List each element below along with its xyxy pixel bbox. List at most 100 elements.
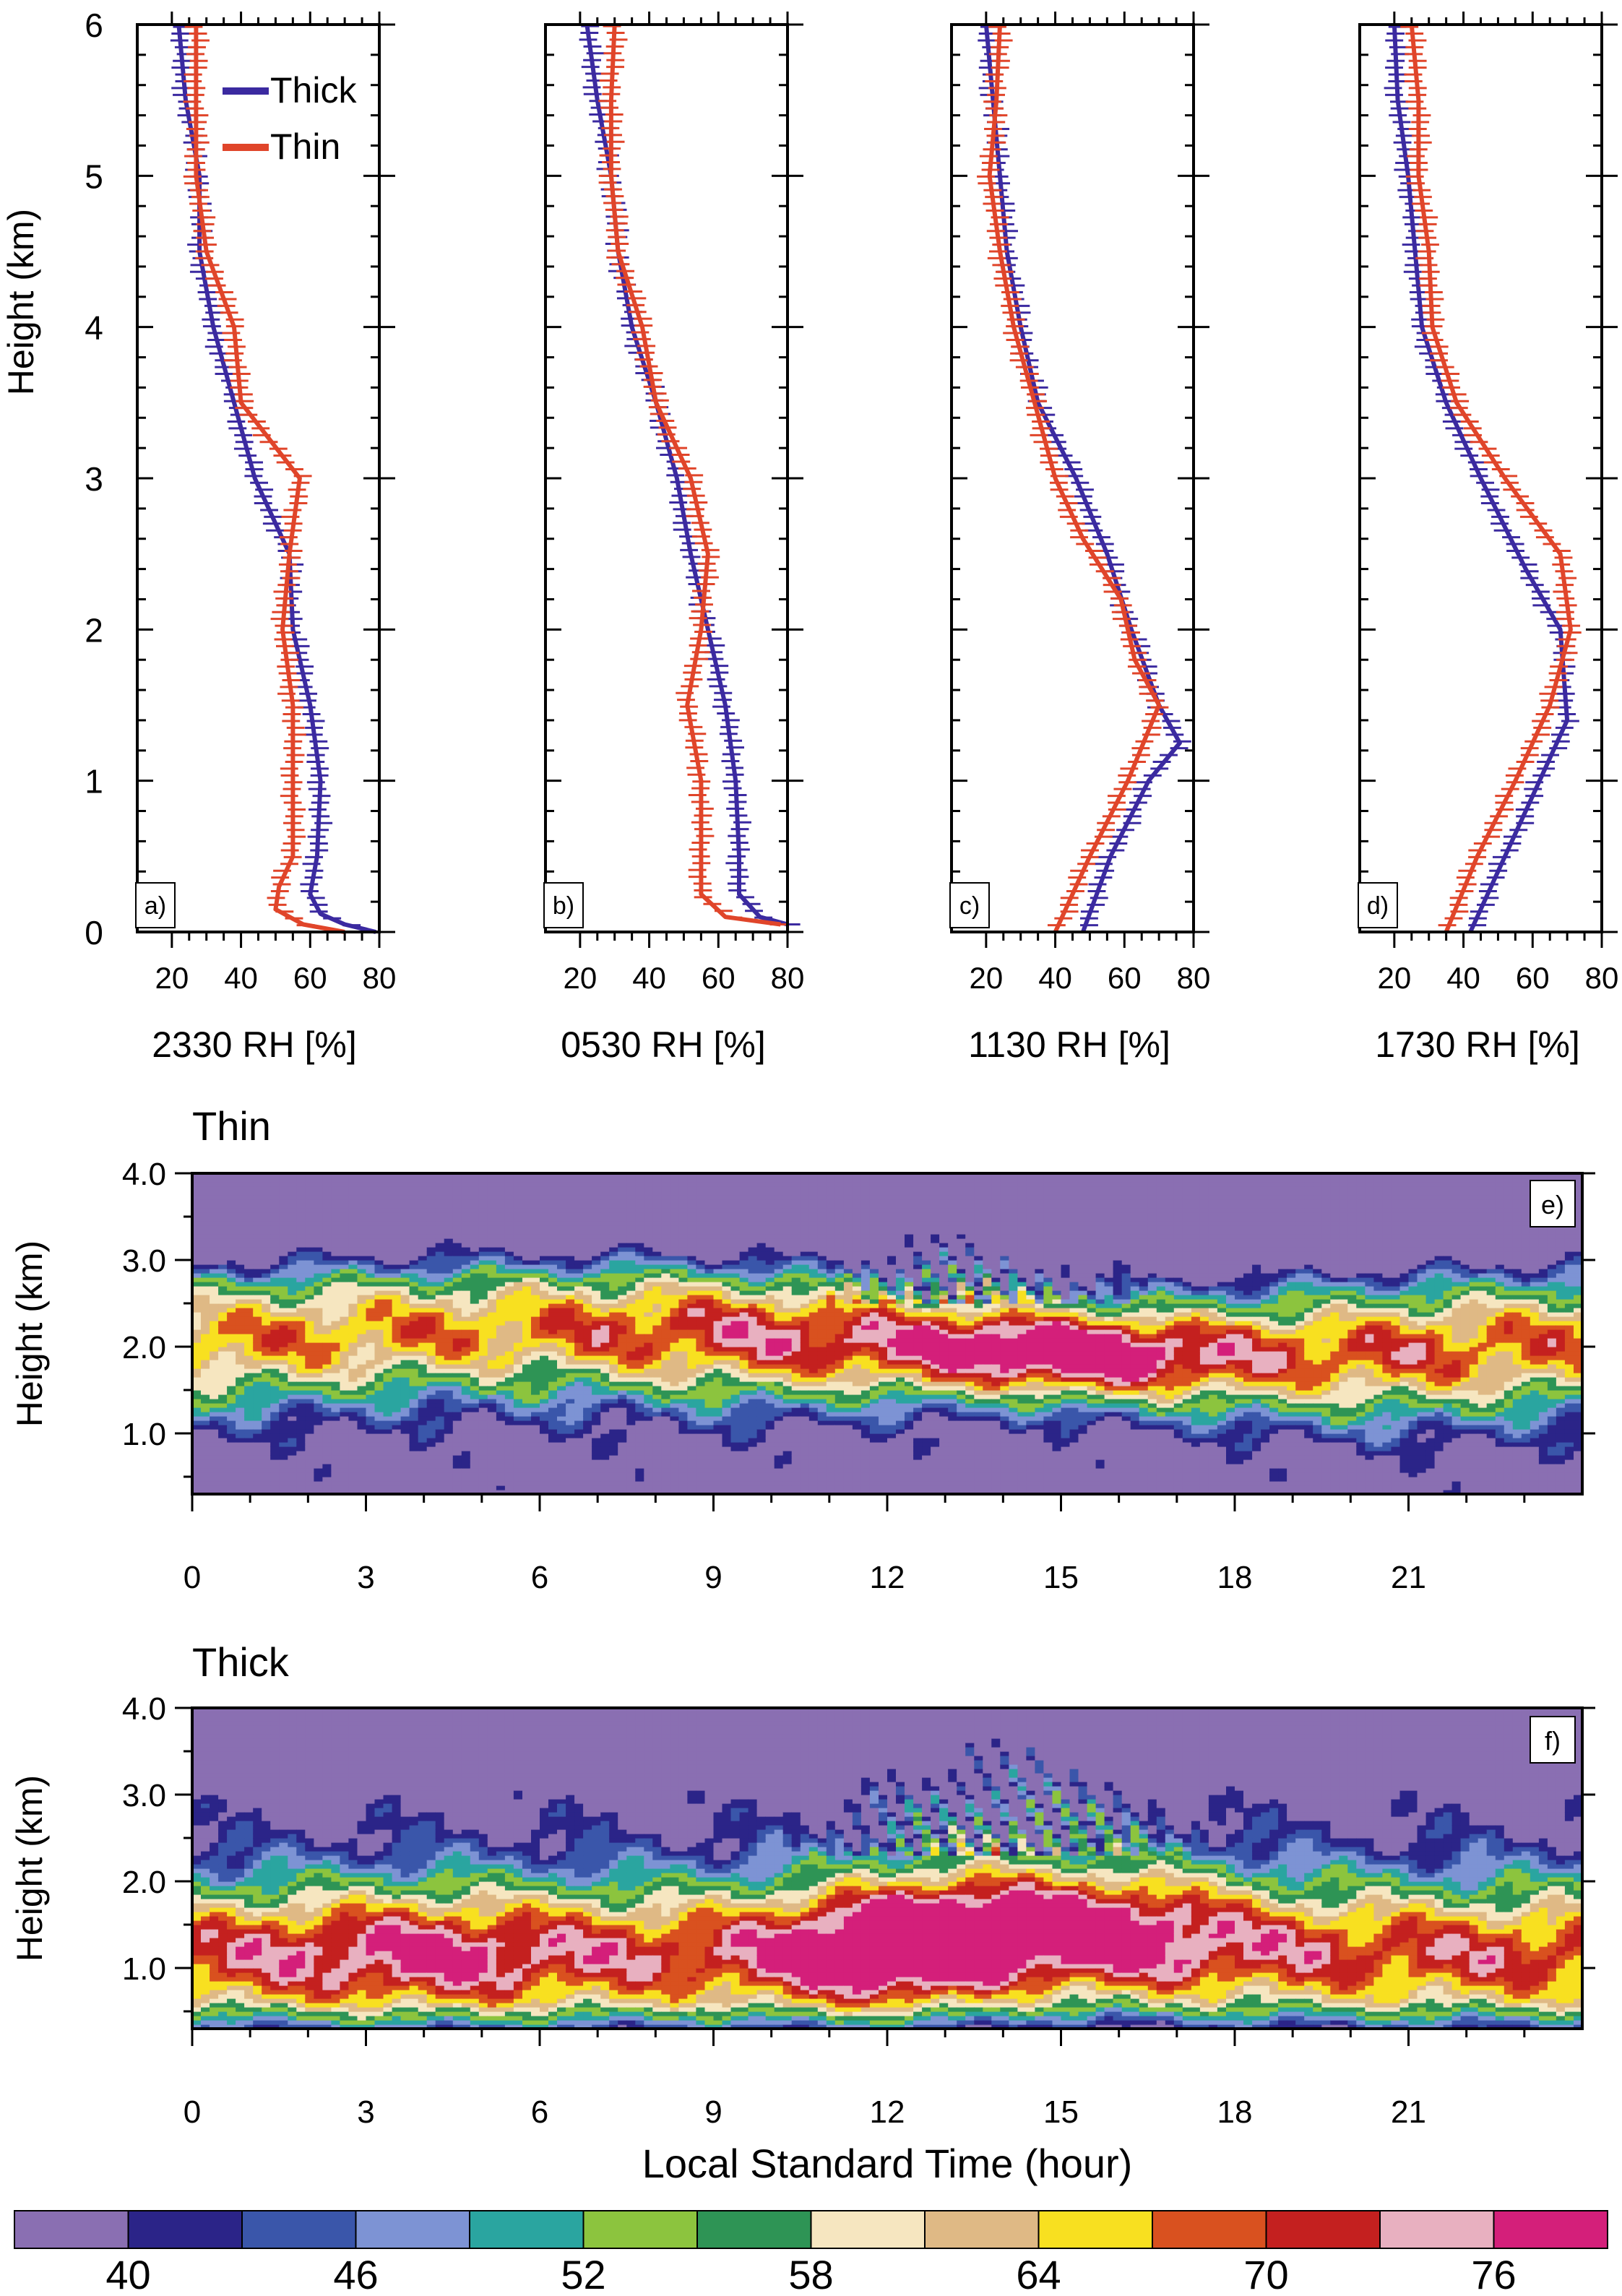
contour-cell: [400, 1204, 410, 1209]
contour-cell: [348, 1195, 358, 1200]
contour-cell: [348, 1364, 358, 1369]
contour-cell: [288, 1290, 297, 1295]
contour-cell: [418, 1429, 428, 1434]
contour-cell: [357, 1464, 367, 1469]
contour-cell: [452, 1390, 462, 1395]
contour-cell: [452, 1217, 462, 1222]
contour-cell: [210, 1377, 219, 1382]
contour-cell: [288, 1303, 297, 1308]
contour-cell: [522, 1342, 532, 1347]
contour-cell: [357, 1208, 367, 1213]
contour-cell: [288, 1438, 297, 1443]
contour-cell: [374, 1377, 384, 1382]
contour-cell: [262, 1368, 271, 1373]
contour-cell: [201, 1472, 210, 1477]
contour-cell: [531, 1442, 540, 1447]
contour-cell: [357, 1451, 367, 1456]
contour-field-thin: [192, 1173, 1582, 1494]
contour-cell: [531, 1485, 540, 1490]
contour-cell: [296, 1429, 306, 1434]
plot-frame: [950, 23, 1195, 933]
contour-cell: [540, 1446, 549, 1451]
contour-cell: [574, 1199, 584, 1204]
contour-cell: [496, 1364, 506, 1369]
contour-cell: [348, 1433, 358, 1438]
contour-cell: [574, 1416, 584, 1421]
contour-cell: [314, 1364, 323, 1369]
contour-cell: [322, 1329, 332, 1334]
contour-cell: [496, 1178, 506, 1183]
contour-cell: [253, 1416, 262, 1421]
contour-cell: [253, 1238, 262, 1243]
contour-cell: [392, 1364, 402, 1369]
contour-cell: [583, 1368, 592, 1373]
contour-cell: [487, 1204, 497, 1209]
contour-cell: [452, 1247, 462, 1252]
contour-cell: [288, 1472, 297, 1477]
contour-cell: [400, 1459, 410, 1464]
contour-cell: [314, 1230, 323, 1235]
contour-cell: [366, 1338, 376, 1343]
contour-cell: [418, 1308, 428, 1313]
contour-cell: [236, 1368, 245, 1373]
contour-cell: [296, 1212, 306, 1217]
contour-cell: [340, 1360, 349, 1365]
contour-cell: [279, 1468, 288, 1473]
contour-cell: [400, 1295, 410, 1300]
contour-cell: [357, 1195, 367, 1200]
contour-cell: [531, 1273, 540, 1278]
contour-cell: [557, 1485, 566, 1490]
contour-cell: [487, 1212, 497, 1217]
contour-cell: [548, 1260, 558, 1265]
contour-cell: [340, 1446, 349, 1451]
contour-cell: [478, 1420, 488, 1425]
contour-cell: [305, 1381, 314, 1386]
contour-cell: [374, 1234, 384, 1239]
contour-cell: [322, 1420, 332, 1425]
contour-cell: [513, 1256, 523, 1261]
contour-cell: [435, 1342, 445, 1347]
contour-cell: [218, 1273, 228, 1278]
contour-cell: [496, 1251, 506, 1256]
contour-cell: [322, 1212, 332, 1217]
contour-cell: [357, 1303, 367, 1308]
contour-cell: [218, 1459, 228, 1464]
contour-cell: [409, 1334, 419, 1339]
contour-cell: [400, 1485, 410, 1490]
contour-cell: [444, 1425, 454, 1430]
contour-cell: [305, 1217, 314, 1222]
contour-cell: [540, 1256, 549, 1261]
contour-cell: [383, 1485, 393, 1490]
contour-cell: [322, 1351, 332, 1356]
contour-cell: [557, 1312, 566, 1317]
contour-cell: [461, 1433, 471, 1438]
contour-cell: [522, 1455, 532, 1460]
contour-cell: [357, 1325, 367, 1330]
contour-cell: [400, 1230, 410, 1235]
contour-cell: [513, 1472, 523, 1477]
profile-ylabel: Height (km): [1, 209, 41, 395]
contour-cell: [513, 1234, 523, 1239]
contour-cell: [314, 1212, 323, 1217]
contour-cell: [296, 1247, 306, 1252]
contour-cell: [331, 1399, 340, 1404]
contour-cell: [331, 1178, 340, 1183]
contour-cell: [566, 1225, 575, 1230]
contour-cell: [452, 1386, 462, 1391]
contour-cell: [409, 1243, 419, 1248]
contour-cell: [210, 1459, 219, 1464]
contour-cell: [270, 1442, 280, 1447]
contour-cell: [461, 1368, 471, 1373]
contour-cell: [400, 1308, 410, 1313]
contour-cell: [236, 1433, 245, 1438]
contour-cell: [305, 1433, 314, 1438]
contour-cell: [426, 1416, 436, 1421]
contour-cell: [409, 1199, 419, 1204]
contour-cell: [270, 1377, 280, 1382]
contour-cell: [392, 1485, 402, 1490]
contour-cell: [192, 1173, 202, 1178]
contour-cell: [374, 1247, 384, 1252]
contour-cell: [218, 1221, 228, 1226]
contour-cell: [253, 1290, 262, 1295]
contour-cell: [540, 1282, 549, 1287]
